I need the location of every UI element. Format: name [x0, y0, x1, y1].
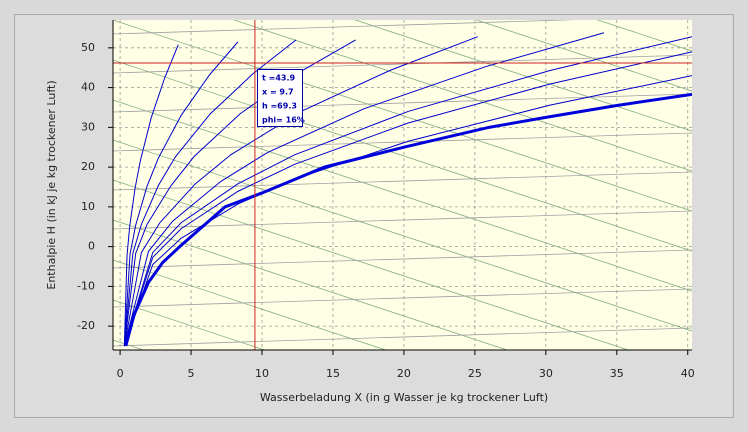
- diagonal-line: [113, 59, 692, 252]
- tooltip-line: phi= 16%: [262, 116, 305, 125]
- y-tick-label: -10: [77, 279, 95, 292]
- isotherm-line: [113, 327, 692, 347]
- isotherm-line: [113, 249, 692, 269]
- humidity-curve: [124, 92, 692, 347]
- isotherm-line: [113, 132, 692, 152]
- isotherm-line: [113, 288, 692, 308]
- humidity-curve: [123, 41, 239, 347]
- isotherm-line: [113, 210, 692, 230]
- y-tick-label: 20: [81, 160, 95, 173]
- x-tick-label: 0: [117, 367, 124, 380]
- humidity-curve: [123, 36, 692, 347]
- diagonal-line: [113, 20, 692, 212]
- tooltip-line: h =69.3: [262, 102, 297, 111]
- x-tick-label: 25: [468, 367, 482, 380]
- tooltip-box: [257, 69, 303, 127]
- isotherm-line: [113, 93, 692, 113]
- y-tick-label: 50: [81, 41, 95, 54]
- y-axis-label: Enthalpie H (in kJ je kg trockener Luft): [45, 80, 58, 289]
- humidity-curve: [123, 44, 179, 347]
- isotherm-line: [113, 54, 692, 74]
- tooltip-line: t =43.9: [262, 74, 295, 83]
- y-tick-label: 10: [81, 200, 95, 213]
- tooltip: t =43.9 x = 9.7 h =69.3 phi= 16%: [257, 69, 305, 127]
- x-tick-label: 35: [610, 367, 624, 380]
- y-tick-label: 0: [88, 240, 95, 253]
- diagonal-line: [113, 299, 266, 350]
- isotherm-line: [113, 20, 577, 35]
- diagonal-line: [113, 99, 692, 292]
- diagonal-line: [113, 219, 509, 350]
- x-tick-label: 20: [397, 367, 411, 380]
- x-tick-label: 40: [681, 367, 695, 380]
- isotherm-line: [113, 171, 692, 191]
- diagonal-line: [113, 259, 388, 350]
- x-tick-label: 15: [326, 367, 340, 380]
- plot-area: [113, 20, 692, 350]
- x-axis-label: Wasserbeladung X (in g Wasser je kg troc…: [260, 391, 548, 404]
- y-tick-label: 40: [81, 81, 95, 94]
- humidity-curve: [123, 32, 605, 347]
- y-tick-label: -20: [77, 319, 95, 332]
- diagonal-line: [354, 20, 692, 132]
- humidity-curve: [123, 51, 692, 347]
- humidity-curve: [123, 39, 297, 347]
- tooltip-line: x = 9.7: [262, 88, 294, 97]
- x-tick-label: 10: [255, 367, 269, 380]
- diagonal-line: [113, 179, 630, 350]
- background-lines: [113, 20, 692, 350]
- x-tick-label: 30: [539, 367, 553, 380]
- x-tick-label: 5: [188, 367, 195, 380]
- axes: 0 5 10 15 20 25 30 35 40 -20 -10 0 10 20 30 40 50: [77, 20, 695, 380]
- y-tick-label: 30: [81, 120, 95, 133]
- humidity-curve: [123, 36, 478, 347]
- diagonal-line: [232, 20, 692, 172]
